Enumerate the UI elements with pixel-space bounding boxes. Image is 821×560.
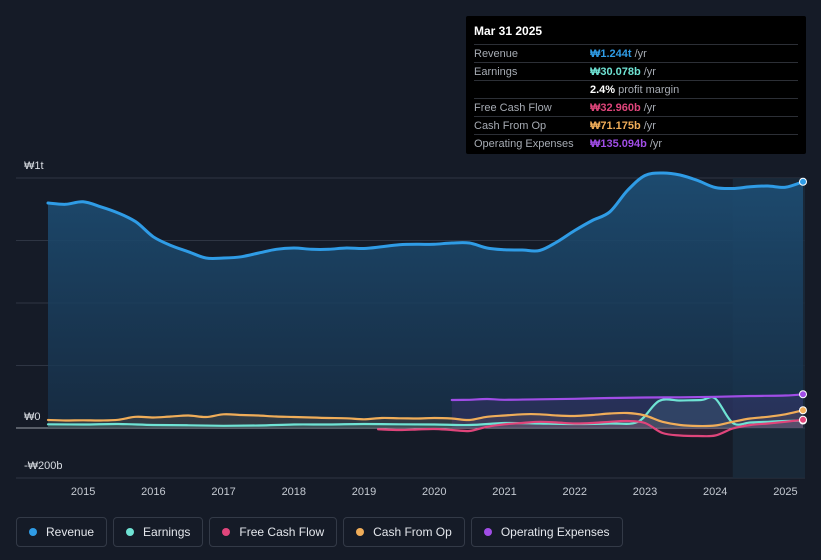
legend-dot-icon	[222, 528, 231, 536]
legend-label: Earnings	[143, 525, 191, 539]
legend-label: Revenue	[46, 525, 95, 539]
x-tick-label: 2021	[492, 486, 516, 498]
x-tick-label: 2017	[211, 486, 235, 498]
line-earnings	[46, 395, 805, 427]
tooltip-label: Cash From Op	[474, 119, 547, 132]
endpoint-free-cash-flow	[799, 415, 807, 424]
x-tick-label: 2020	[422, 486, 446, 498]
area-operating-expenses	[451, 394, 803, 428]
series-lines	[46, 171, 805, 438]
x-tick-label: 2016	[141, 486, 165, 498]
tooltip-unit: /yr	[649, 137, 663, 150]
endpoint-revenue	[799, 177, 807, 186]
tooltip-value: ₩71.175b	[590, 119, 641, 132]
legend-label: Cash From Op	[373, 525, 452, 539]
tooltip-row-margin: 2.4% profit margin	[474, 80, 798, 98]
tooltip-label: Revenue	[474, 47, 519, 60]
legend: Revenue Earnings Free Cash Flow Cash Fro…	[16, 517, 623, 547]
tooltip-row-earnings: Earnings ₩30.078b /yr	[474, 62, 798, 80]
endpoint-cash-from-op	[799, 406, 807, 415]
tooltip-unit: /yr	[643, 101, 656, 114]
x-tick-label: 2025	[773, 486, 797, 498]
line-free-cash-flow	[377, 418, 805, 438]
tooltip-value: ₩30.078b	[590, 65, 641, 78]
tooltip-value: ₩135.094b	[590, 137, 647, 150]
tooltip-label: Free Cash Flow	[474, 101, 552, 114]
legend-dot-icon	[29, 528, 37, 536]
tooltip-value: 2.4%	[590, 83, 616, 96]
x-axis: 2015 2016 2017 2018 2019 2020 2021 2022 2023 2024…	[71, 486, 798, 498]
line-revenue	[46, 171, 805, 260]
y-tick-label: ₩1t	[24, 160, 44, 172]
x-tick-label: 2023	[633, 486, 657, 498]
legend-item-free-cash-flow[interactable]: Free Cash Flow	[209, 517, 338, 547]
y-tick-label: ₩0	[24, 411, 41, 423]
x-tick-label: 2018	[282, 486, 306, 498]
x-tick-label: 2024	[703, 486, 727, 498]
tooltip-value: ₩1.244t	[590, 47, 632, 60]
line-cash-from-op	[46, 409, 805, 428]
x-tick-label: 2022	[563, 486, 587, 498]
legend-label: Free Cash Flow	[239, 525, 325, 539]
legend-dot-icon	[126, 528, 135, 536]
legend-dot-icon	[356, 528, 365, 536]
tooltip-label: Operating Expenses	[474, 137, 574, 150]
tooltip-unit: /yr	[634, 47, 647, 60]
tooltip: Mar 31 2025 Revenue ₩1.244t /yr Earnings…	[466, 16, 806, 154]
legend-label: Operating Expenses	[500, 525, 610, 539]
tooltip-unit: profit margin	[618, 83, 680, 96]
y-axis: ₩1t ₩0 -₩200b	[24, 160, 63, 472]
legend-item-earnings[interactable]: Earnings	[113, 517, 204, 547]
x-tick-label: 2015	[71, 486, 95, 498]
tooltip-row-opex: Operating Expenses ₩135.094b /yr	[474, 134, 798, 152]
legend-item-cash-from-op[interactable]: Cash From Op	[343, 517, 465, 547]
legend-item-operating-expenses[interactable]: Operating Expenses	[470, 517, 623, 547]
tooltip-row-revenue: Revenue ₩1.244t /yr	[474, 44, 798, 62]
x-tick-label: 2019	[352, 486, 376, 498]
tooltip-value: ₩32.960b	[590, 101, 641, 114]
series-endpoints	[799, 177, 807, 425]
area-free-cash-flow	[378, 419, 803, 437]
tooltip-row-cfo: Cash From Op ₩71.175b /yr	[474, 116, 798, 134]
legend-item-revenue[interactable]: Revenue	[16, 517, 108, 547]
area-revenue	[48, 172, 803, 428]
line-operating-expenses	[450, 393, 805, 402]
tooltip-label: Earnings	[474, 65, 518, 78]
y-tick-label: -₩200b	[24, 460, 63, 472]
tooltip-row-fcf: Free Cash Flow ₩32.960b /yr	[474, 98, 798, 116]
endpoint-operating-expenses	[799, 390, 807, 399]
tooltip-date: Mar 31 2025	[474, 24, 543, 38]
tooltip-unit: /yr	[643, 65, 656, 78]
tooltip-unit: /yr	[643, 119, 656, 132]
legend-dot-icon	[483, 528, 492, 536]
